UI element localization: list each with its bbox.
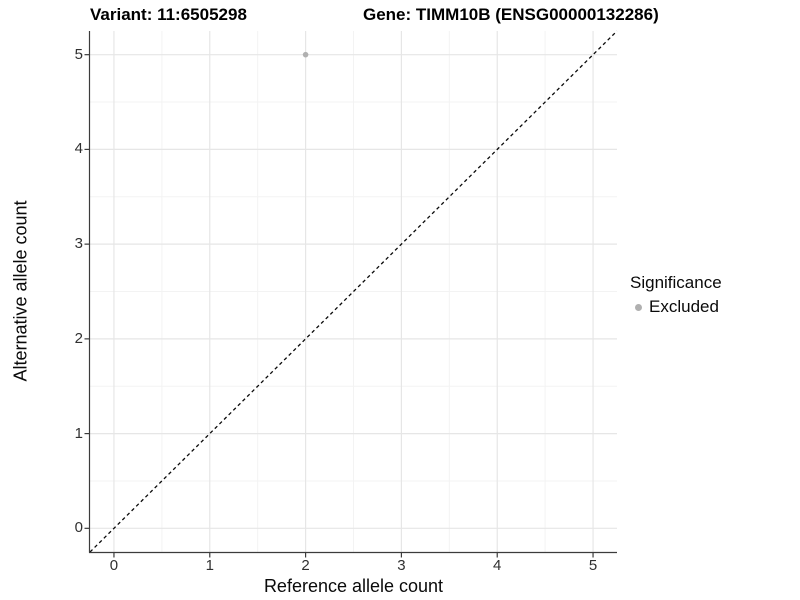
x-tick-label: 3 bbox=[397, 557, 406, 574]
x-axis-title: Reference allele count bbox=[263, 576, 444, 596]
x-tick-label: 5 bbox=[588, 557, 598, 574]
y-tick-label: 3 bbox=[74, 235, 83, 253]
identity-dashed-line bbox=[89, 30, 618, 553]
excluded-key-dot-icon bbox=[635, 303, 642, 311]
data-point bbox=[302, 51, 309, 58]
y-tick-label: 5 bbox=[74, 45, 83, 63]
variant-title: Variant: 11:6505298 bbox=[90, 5, 247, 24]
x-tick-label: 2 bbox=[301, 557, 310, 574]
gene-title: Gene: TIMM10B (ENSG00000132286) bbox=[363, 5, 659, 24]
y-tick-label: 0 bbox=[74, 519, 83, 537]
x-tick-label: 4 bbox=[493, 557, 502, 574]
y-tick-label: 1 bbox=[74, 424, 83, 442]
legend-item-label: Excluded bbox=[649, 297, 719, 316]
x-tick-label: 0 bbox=[109, 557, 119, 574]
y-axis-title: Alternative allele count bbox=[10, 200, 31, 382]
legend-title: Significance bbox=[630, 273, 722, 292]
x-tick-label: 1 bbox=[205, 557, 214, 574]
y-tick-label: 4 bbox=[74, 140, 83, 158]
y-tick-label: 2 bbox=[74, 329, 83, 347]
legend: Significance Excluded bbox=[630, 273, 722, 317]
legend-item-excluded: Excluded bbox=[630, 297, 722, 317]
